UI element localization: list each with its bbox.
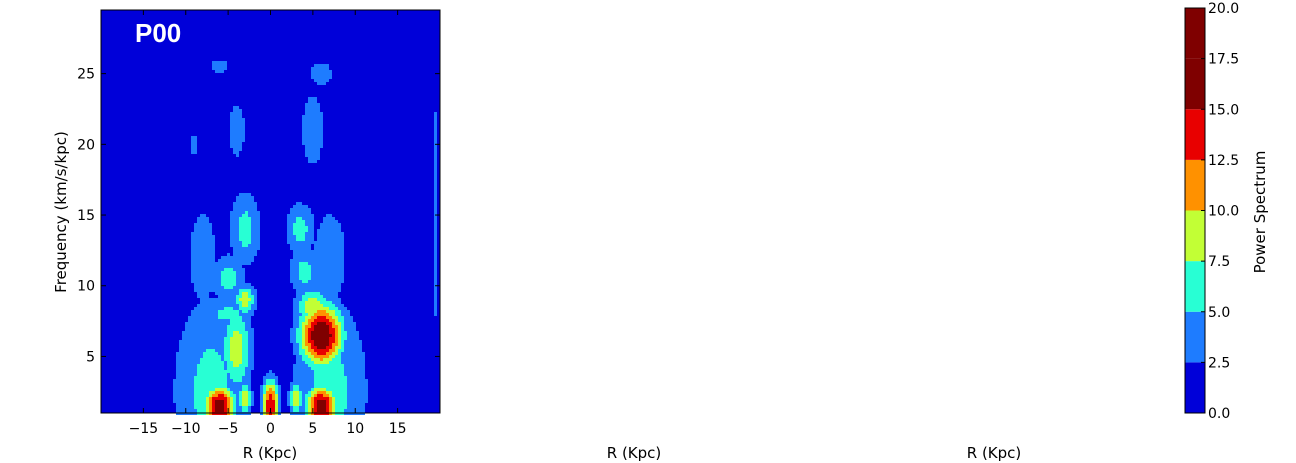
- panel-p00-x-axis-label: R (Kpc): [243, 444, 298, 462]
- colorbar-tick-label: 17.5: [1208, 52, 1239, 68]
- colorbar-band: [1185, 362, 1205, 413]
- colorbar-band: [1185, 210, 1205, 262]
- x-tick-label: 5: [308, 421, 317, 437]
- contour-band: [209, 310, 338, 415]
- colorbar-tick-label: 20.0: [1208, 1, 1239, 17]
- colorbar-band: [1185, 109, 1205, 160]
- colorbar-ticks: 0.0 2.5 5.0 7.5 10.0 12.5 15.0 17.5 20.0: [1201, 1, 1239, 422]
- y-tick-label: 20: [77, 137, 95, 153]
- y-axis-label: Frequency (km/s/kpc): [52, 131, 70, 293]
- panel-p90-x-axis-label: R (Kpc): [967, 444, 1022, 462]
- panel-p45-x-axis-label: R (Kpc): [607, 444, 662, 462]
- colorbar-bands: [1184, 7, 1206, 414]
- contour-band: [317, 331, 326, 340]
- colorbar-label: Power Spectrum: [1251, 151, 1269, 274]
- colorbar-band: [1185, 311, 1205, 363]
- contour-background: [101, 10, 440, 413]
- x-tick-label: −5: [218, 421, 239, 437]
- contour-band: [194, 211, 347, 415]
- colorbar-tick-label: 0.0: [1208, 406, 1230, 422]
- panel-p00-title: P00: [135, 18, 181, 48]
- x-tick-label: 10: [346, 421, 364, 437]
- colorbar-band: [1185, 8, 1205, 59]
- panel-p00: P00 −15 −10 −5 0 5 10 15 5 10 15 20 25 R (Kpc) Fre…: [52, 9, 441, 462]
- colorbar-tick-label: 15.0: [1208, 102, 1239, 118]
- x-tick-label: −10: [171, 421, 201, 437]
- panel-p90-title: P90: [859, 18, 905, 48]
- colorbar-tick-label: 7.5: [1208, 254, 1230, 270]
- panel-p00-plot-area: [100, 9, 441, 415]
- panel-p45: P45 R (Kpc): [503, 18, 661, 462]
- y-tick-label: 25: [77, 67, 95, 83]
- colorbar-band: [1185, 261, 1205, 312]
- colorbar-band: [1185, 159, 1205, 211]
- panel-p45-title: P45: [503, 18, 549, 48]
- y-tick-label: 5: [86, 349, 95, 365]
- colorbar-tick-label: 12.5: [1208, 153, 1239, 169]
- colorbar-band: [1185, 58, 1205, 110]
- x-tick-label: −15: [129, 421, 159, 437]
- panel-p90: P90 R (Kpc): [859, 18, 1021, 462]
- x-tick-label: 15: [389, 421, 407, 437]
- panel-p00-x-ticks: −15 −10 −5 0 5 10 15: [129, 10, 407, 437]
- y-tick-label: 10: [77, 279, 95, 295]
- contour-band: [212, 316, 335, 415]
- y-tick-label: 15: [77, 208, 95, 224]
- colorbar-tick-label: 5.0: [1208, 305, 1230, 321]
- contour-band: [206, 292, 341, 415]
- colorbar: 0.0 2.5 5.0 7.5 10.0 12.5 15.0 17.5 20.0 Power S…: [1184, 1, 1269, 422]
- colorbar-tick-label: 2.5: [1208, 355, 1230, 371]
- x-tick-label: 0: [266, 421, 275, 437]
- panel-p00-y-ticks: 5 10 15 20 25: [77, 67, 440, 365]
- colorbar-tick-label: 10.0: [1208, 204, 1239, 220]
